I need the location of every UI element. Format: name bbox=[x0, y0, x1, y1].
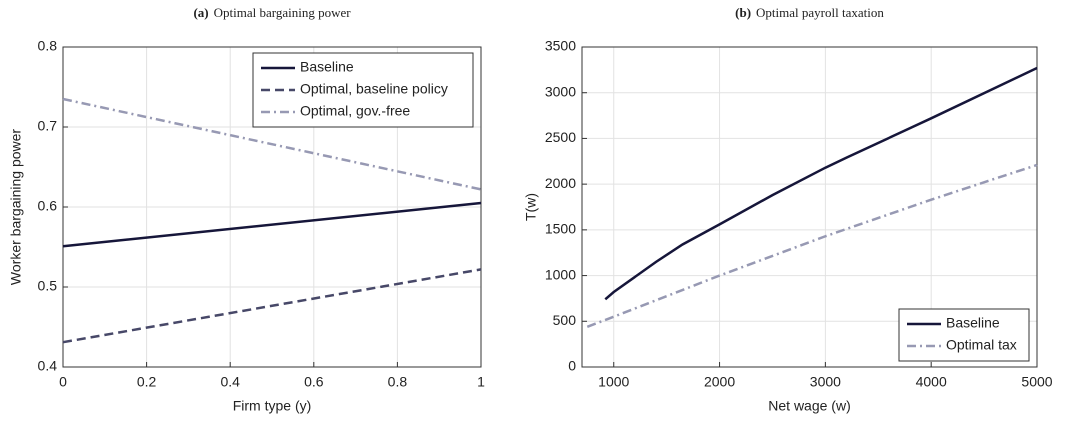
title-text: Optimal bargaining power bbox=[214, 5, 352, 20]
x-tick-label: 2000 bbox=[704, 374, 735, 390]
y-tick-label: 1000 bbox=[545, 266, 576, 282]
y-tick-label: 3500 bbox=[545, 38, 576, 54]
line bbox=[62, 201, 482, 248]
y-tick-label: 0 bbox=[568, 358, 576, 374]
plot-frame bbox=[62, 46, 482, 368]
x-tick-label: 0.6 bbox=[304, 374, 324, 390]
x-tick-label: 0.2 bbox=[137, 374, 157, 390]
y-tick-label: 0.6 bbox=[38, 198, 58, 214]
line bbox=[62, 268, 482, 344]
x-axis-label: Firm type (y) bbox=[233, 398, 312, 414]
chart-title: (a) Optimal bargaining power bbox=[193, 5, 351, 20]
x-tick-label: 0.4 bbox=[220, 374, 240, 390]
x-tick-label: 5000 bbox=[1021, 374, 1052, 390]
y-tick-label: 0.8 bbox=[38, 38, 58, 54]
legend-label: Baseline bbox=[300, 59, 354, 75]
panel-label: (a) bbox=[193, 5, 208, 20]
y-tick-label: 0.5 bbox=[38, 278, 58, 294]
line bbox=[62, 97, 482, 191]
legend-label: Optimal, gov.-free bbox=[300, 103, 410, 119]
x-axis-label: Net wage (w) bbox=[768, 398, 850, 414]
legend-label: Optimal, baseline policy bbox=[300, 81, 448, 97]
legend-box bbox=[898, 308, 1030, 362]
y-tick-label: 500 bbox=[553, 312, 577, 328]
legend-label: Baseline bbox=[946, 315, 1000, 331]
x-tick-label: 0 bbox=[59, 374, 67, 390]
y-axis-label: T(w) bbox=[523, 193, 539, 221]
y-tick-label: 2500 bbox=[545, 129, 576, 145]
line bbox=[604, 66, 1038, 301]
y-axis-label: Worker bargaining power bbox=[8, 129, 24, 285]
panel-label: (b) bbox=[735, 5, 751, 20]
line bbox=[586, 163, 1038, 328]
title-text: Optimal payroll taxation bbox=[756, 5, 884, 20]
x-tick-label: 0.8 bbox=[388, 374, 408, 390]
y-tick-label: 2000 bbox=[545, 175, 576, 191]
y-tick-label: 0.7 bbox=[38, 118, 58, 134]
chart-title: (b) Optimal payroll taxation bbox=[735, 5, 884, 20]
legend-label: Optimal tax bbox=[946, 337, 1017, 353]
x-tick-label: 1 bbox=[477, 374, 485, 390]
x-tick-label: 3000 bbox=[810, 374, 841, 390]
y-tick-label: 1500 bbox=[545, 221, 576, 237]
plot-frame bbox=[581, 46, 1038, 368]
x-tick-label: 4000 bbox=[916, 374, 947, 390]
x-tick-label: 1000 bbox=[598, 374, 629, 390]
y-tick-label: 3000 bbox=[545, 83, 576, 99]
y-tick-label: 0.4 bbox=[38, 358, 58, 374]
